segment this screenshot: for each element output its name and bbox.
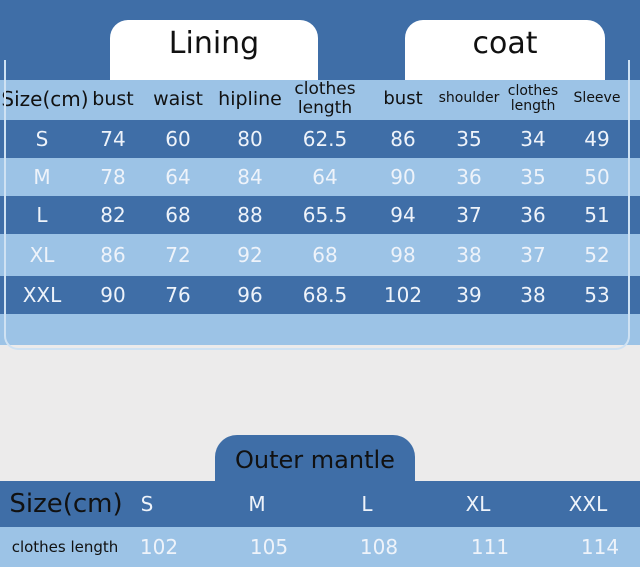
table-cell: 51 — [584, 203, 610, 227]
table-cell: 80 — [237, 127, 263, 151]
table-row: XXL 90 76 96 68.5 102 39 38 53 — [0, 276, 640, 314]
table-row: M 78 64 84 64 90 36 35 50 — [0, 158, 640, 196]
table-row: XL 86 72 92 68 98 38 37 52 — [0, 236, 640, 274]
column-headers: Size(cm) bust waist hipline clothes length bu… — [0, 78, 640, 120]
table-cell: 64 — [165, 165, 191, 189]
mantle-length: 105 — [249, 535, 289, 559]
table-cell: XXL — [22, 283, 62, 307]
table-cell: 35 — [456, 127, 482, 151]
table-cell: 72 — [165, 243, 191, 267]
column-header: clothes length — [294, 79, 356, 118]
table-cell: 39 — [456, 283, 482, 307]
mantle-size: L — [361, 492, 373, 516]
table-cell: 68 — [165, 203, 191, 227]
table-cell: 35 — [520, 165, 546, 189]
mantle-length-label: clothes length — [11, 537, 119, 556]
coat-title: coat — [405, 20, 605, 80]
table-cell: XL — [29, 243, 55, 267]
table-cell: 64 — [312, 165, 338, 189]
table-cell: 49 — [584, 127, 610, 151]
table-cell: 96 — [237, 283, 263, 307]
table-cell: 53 — [584, 283, 610, 307]
table-cell: 94 — [390, 203, 416, 227]
lining-title: Lining — [110, 20, 318, 80]
column-header: clothes length — [507, 82, 559, 114]
table-row: L 82 68 88 65.5 94 37 36 51 — [0, 196, 640, 234]
table-cell: M — [33, 165, 51, 189]
table-cell: 37 — [456, 203, 482, 227]
table-cell: 34 — [520, 127, 546, 151]
table-cell: 86 — [100, 243, 126, 267]
mantle-size: XXL — [568, 492, 608, 516]
table-cell: 76 — [165, 283, 191, 307]
table-cell: 78 — [100, 165, 126, 189]
table-cell: 38 — [456, 243, 482, 267]
table-cell: 98 — [390, 243, 416, 267]
mantle-title: Outer mantle — [215, 435, 415, 481]
mantle-length: 114 — [580, 535, 620, 559]
mantle-size: XL — [465, 492, 491, 516]
table-cell: S — [35, 127, 49, 151]
table-cell: 38 — [520, 283, 546, 307]
table-cell: 68.5 — [302, 283, 348, 307]
table-cell: 82 — [100, 203, 126, 227]
table-cell: 90 — [390, 165, 416, 189]
column-header: bust — [92, 87, 134, 110]
table-cell: 60 — [165, 127, 191, 151]
lining-coat-table: Lining coat Size(cm) bust waist hipline clot… — [0, 0, 640, 350]
table-cell: 88 — [237, 203, 263, 227]
column-header: Size(cm) — [1, 87, 89, 111]
table-cell: 90 — [100, 283, 126, 307]
table-cell: 102 — [383, 283, 423, 307]
column-header: waist — [153, 87, 203, 110]
table-cell: 86 — [390, 127, 416, 151]
table-cell: L — [36, 203, 48, 227]
column-header: hipline — [218, 87, 282, 110]
mantle-length: 111 — [470, 535, 510, 559]
table-cell: 36 — [456, 165, 482, 189]
column-header: bust — [383, 88, 423, 110]
mantle-size: S — [140, 492, 154, 516]
table-cell: 84 — [237, 165, 263, 189]
table-cell: 68 — [312, 243, 338, 267]
table-cell: 37 — [520, 243, 546, 267]
table-row: S 74 60 80 62.5 86 35 34 49 — [0, 120, 640, 158]
mantle-length: 102 — [139, 535, 179, 559]
table-cell: 65.5 — [302, 203, 348, 227]
column-header: shoulder — [438, 90, 500, 107]
mantle-length-row: clothes length 102 105 108 111 114 — [0, 527, 640, 567]
mantle-size-row: Size(cm) S M L XL XXL — [0, 481, 640, 527]
mantle-length: 108 — [359, 535, 399, 559]
table-cell: 36 — [520, 203, 546, 227]
table-cell: 52 — [584, 243, 610, 267]
mantle-size: M — [248, 492, 266, 516]
table-cell: 50 — [584, 165, 610, 189]
mantle-size-label: Size(cm) — [9, 488, 123, 519]
column-header: Sleeve — [573, 90, 621, 107]
table-cell: 62.5 — [302, 127, 348, 151]
table-cell: 74 — [100, 127, 126, 151]
table-cell: 92 — [237, 243, 263, 267]
